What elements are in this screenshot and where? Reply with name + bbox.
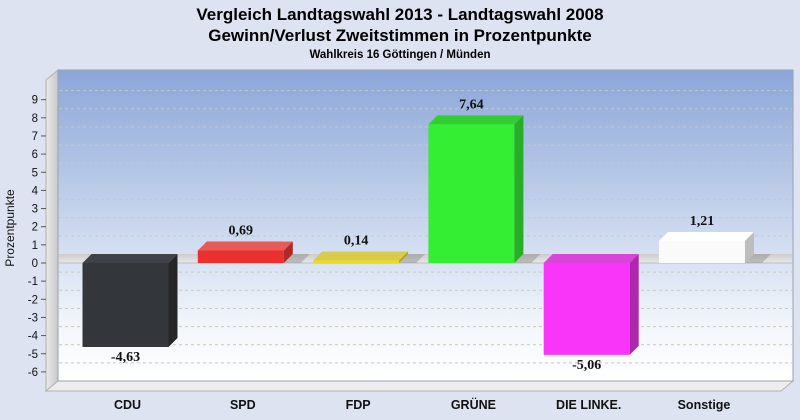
bar-value-label: 0,14 — [344, 233, 369, 248]
floor — [44, 380, 795, 392]
bar-value-label: -4,63 — [111, 350, 140, 365]
bar-top-face — [543, 254, 639, 263]
bar-value-label: 7,64 — [459, 97, 484, 112]
bar-side-face — [745, 232, 754, 263]
zero-plane — [59, 254, 792, 263]
chart-header: Vergleich Landtagswahl 2013 - Landtagswa… — [0, 4, 800, 63]
y-tick-label: -2 — [28, 294, 38, 306]
bar-shadow — [514, 254, 541, 263]
bar-group-1 — [197, 241, 310, 263]
y-tick-label: -4 — [28, 331, 39, 343]
y-tick-label: -3 — [28, 312, 38, 324]
chart-caption: Wahlkreis 16 Göttingen / Münden — [309, 49, 491, 61]
bar-value-label: 0,69 — [229, 223, 254, 238]
y-tick-label: 5 — [32, 167, 38, 179]
bar-side-face — [629, 254, 639, 355]
bar-front-face — [82, 263, 169, 348]
bar-group-4 — [543, 254, 639, 355]
bar-shadow — [745, 254, 771, 263]
bar-group-2 — [313, 251, 426, 263]
y-tick-label: 8 — [32, 113, 38, 125]
bar-group-3 — [428, 115, 541, 263]
x-category-label: CDU — [114, 398, 141, 412]
y-tick-label: -6 — [28, 367, 38, 379]
x-category-label: SPD — [230, 398, 256, 412]
bar-top-face — [82, 254, 178, 263]
bar-side-face — [514, 115, 524, 263]
plot-background — [57, 69, 794, 382]
y-tick-label: -5 — [28, 349, 38, 361]
left-wall — [45, 68, 59, 393]
bar-front-face — [543, 263, 630, 355]
x-category-label: Sonstige — [678, 398, 731, 412]
y-tick-label: 2 — [32, 222, 38, 234]
bar-front-face — [659, 241, 745, 263]
x-category-label: FDP — [346, 398, 371, 412]
bar-front-face — [428, 124, 515, 263]
bar-shadow — [399, 254, 426, 263]
bar-top-face — [313, 251, 409, 261]
bar-group-5 — [659, 232, 771, 263]
bar-top-face — [197, 241, 293, 251]
bar-side-face — [399, 251, 409, 263]
bar-shadow — [283, 254, 310, 263]
y-tick-label: 6 — [32, 149, 38, 161]
chart-title-line2: Gewinn/Verlust Zweitstimmen in Prozentpu… — [208, 26, 592, 45]
y-tick-label: 3 — [32, 204, 38, 216]
bar-side-face — [168, 254, 178, 348]
bar-front-face — [197, 250, 284, 263]
y-tick-label: 1 — [32, 240, 38, 252]
y-tick-label: 0 — [32, 258, 38, 270]
y-tick-label: 7 — [32, 131, 38, 143]
chart-title-line1: Vergleich Landtagswahl 2013 - Landtagswa… — [196, 5, 604, 24]
bar-front-face — [313, 260, 400, 263]
y-axis-title: Prozentpunkte — [3, 189, 17, 267]
y-tick-label: 9 — [32, 95, 38, 107]
x-category-label: DIE LINKE. — [556, 398, 621, 412]
bar-group-0 — [82, 254, 178, 348]
bar-top-face — [659, 232, 754, 242]
x-category-label: GRÜNE — [451, 397, 496, 412]
bar-top-face — [428, 115, 524, 125]
y-tick-label: -1 — [28, 276, 38, 288]
bar-value-label: -5,06 — [572, 358, 601, 373]
bar-value-label: 1,21 — [690, 214, 715, 229]
y-tick-label: 4 — [32, 185, 39, 197]
bar-side-face — [283, 241, 293, 263]
